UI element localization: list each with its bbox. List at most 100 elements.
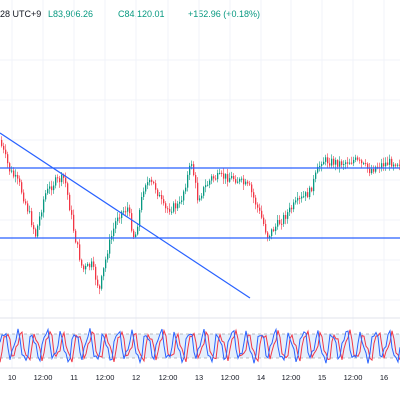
candle (115, 217, 117, 234)
candle (227, 168, 229, 187)
candle (161, 190, 163, 205)
candle (83, 264, 85, 273)
candles (1, 136, 400, 295)
candle (273, 226, 275, 233)
candle (325, 154, 327, 166)
candle (263, 214, 265, 227)
candle (145, 183, 147, 195)
candle (223, 167, 225, 184)
candle (13, 167, 15, 179)
candle (323, 157, 325, 166)
time-axis-label: 12:00 (34, 373, 53, 382)
candle (125, 206, 127, 216)
candle (177, 200, 179, 211)
grid (0, 0, 400, 368)
candle (131, 208, 133, 233)
candle (213, 174, 215, 183)
candle (397, 163, 399, 168)
candle (73, 209, 75, 233)
candle (207, 181, 209, 187)
time-axis-label: 12:00 (221, 373, 240, 382)
candle (41, 209, 43, 220)
time-axis-label: 12 (132, 373, 140, 382)
candle (279, 215, 281, 226)
candle (137, 223, 139, 236)
candle (19, 175, 21, 186)
time-axis-label: 11 (70, 373, 78, 382)
candle (35, 227, 37, 239)
candle (297, 192, 299, 205)
candle (275, 223, 277, 235)
candle (357, 155, 359, 162)
candle (311, 186, 313, 193)
candle (373, 165, 375, 174)
candle (319, 161, 321, 172)
candle (29, 205, 31, 214)
candle (77, 241, 79, 249)
candle (351, 156, 353, 165)
candle (129, 204, 131, 217)
time-axis-label: 12:00 (344, 373, 363, 382)
candle (259, 203, 261, 214)
candle (59, 175, 61, 188)
candle (329, 157, 331, 168)
candle (71, 205, 73, 220)
candle (393, 162, 395, 171)
candle (159, 192, 161, 198)
candle (55, 174, 57, 189)
candle (25, 198, 27, 206)
candle (331, 154, 333, 169)
candle (305, 191, 307, 201)
candle (391, 156, 393, 168)
candle (69, 192, 71, 212)
close-value: C84,120.01 (118, 9, 165, 19)
candle (265, 219, 267, 235)
candle (299, 195, 301, 205)
candle (229, 172, 231, 183)
candle (281, 218, 283, 230)
candle (105, 256, 107, 272)
candle (243, 175, 245, 191)
candle (87, 262, 89, 267)
candle (307, 187, 309, 199)
candle (111, 230, 113, 244)
time-axis-label: 12:00 (96, 373, 115, 382)
candle (135, 231, 137, 239)
candle (147, 176, 149, 190)
candle (51, 180, 53, 196)
candle (133, 228, 135, 240)
candle (53, 181, 55, 194)
candle (107, 250, 109, 263)
time-axis-label: 15 (318, 373, 326, 382)
candle (205, 179, 207, 193)
time-axis-label: 10 (8, 373, 16, 382)
candle (369, 162, 371, 177)
candle (81, 258, 83, 268)
change-value: +152.96 (+0.18%) (188, 9, 261, 19)
time-axis-label: 16 (380, 373, 388, 382)
candle (75, 228, 77, 244)
candle (315, 170, 317, 183)
candle (173, 201, 175, 214)
candle (175, 199, 177, 215)
candle (203, 185, 205, 199)
candle (245, 178, 247, 186)
candle (283, 212, 285, 227)
candle (37, 224, 39, 238)
candle (95, 264, 97, 286)
candle (151, 176, 153, 186)
candle (225, 173, 227, 184)
trendline[interactable] (0, 132, 251, 299)
candle (183, 189, 185, 205)
candle (23, 189, 25, 204)
candle (385, 157, 387, 171)
candle (65, 172, 67, 188)
candle (91, 258, 93, 271)
candle (171, 206, 173, 215)
candle (5, 144, 7, 159)
candle (21, 179, 23, 195)
candle (221, 170, 223, 177)
candle (287, 209, 289, 224)
candle (47, 184, 49, 195)
